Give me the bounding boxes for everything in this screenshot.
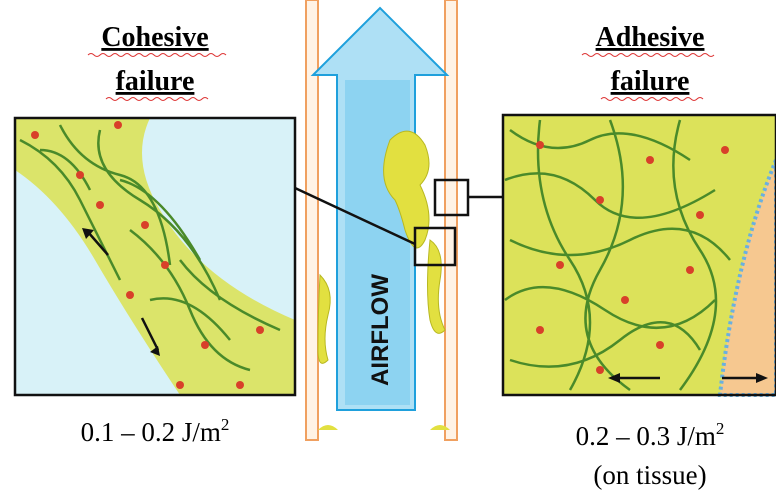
cohesive-panel [15, 118, 295, 395]
left-title: failure [116, 66, 195, 97]
right-title: failure [611, 66, 690, 97]
left-title: Cohesive [101, 22, 208, 53]
airflow-label: AIRFLOW [367, 274, 394, 386]
adhesive-panel [503, 115, 776, 395]
left-value: 0.1 – 0.2 J/m2 [81, 415, 230, 447]
diagram: Cohesive failure Adhesive failure AIRFLO… [0, 0, 776, 494]
right-note: (on tissue) [593, 460, 706, 490]
right-value: 0.2 – 0.3 J/m2 [576, 419, 725, 451]
right-title: Adhesive [596, 22, 705, 53]
airway: AIRFLOW [295, 0, 503, 440]
